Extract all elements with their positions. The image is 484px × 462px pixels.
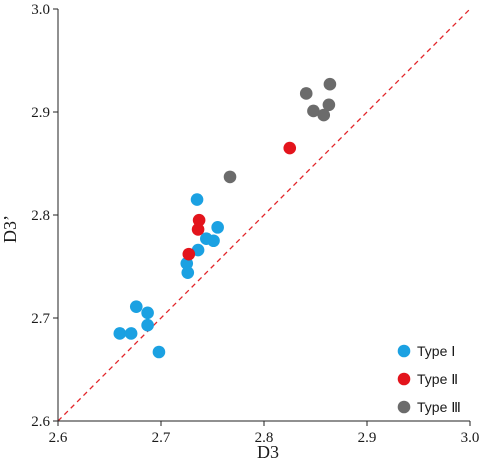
legend-marker-type-1 [397,344,411,358]
legend: Type Ⅰ Type Ⅱ Type Ⅲ [397,343,461,415]
x-tick-label: 2.9 [358,430,377,446]
x-tick-label: 2.7 [152,430,171,446]
reference-line-y-equals-x [57,8,471,422]
y-axis-title: D3’ [0,215,20,243]
y-tick-label: 2.8 [31,208,50,224]
data-point-type-1 [141,306,154,320]
data-point-type-1 [113,327,127,340]
data-point-type-1 [207,234,220,248]
data-point-type-1 [129,300,143,313]
legend-label-type-2: Type Ⅱ [417,371,458,387]
legend-marker-type-2 [397,372,411,386]
data-point-type-1 [124,327,138,340]
x-tick-label: 2.8 [255,430,274,446]
data-point-type-1 [190,193,204,206]
x-tick-label: 2.6 [49,430,68,446]
data-point-type-1 [211,221,224,234]
data-point-type-1 [181,266,195,279]
data-point-type-3 [307,104,320,118]
data-point-type-3 [323,77,337,91]
data-point-type-2 [283,141,297,155]
x-tick-label: 3.0 [461,430,480,446]
data-point-type-2 [191,223,205,236]
x-axis-title: D3 [257,442,279,462]
y-tick-label: 2.7 [31,311,50,327]
legend-marker-type-3 [397,400,411,414]
axes [53,8,471,426]
y-tick-label: 3.0 [31,2,50,18]
y-tick-label: 2.9 [31,105,50,121]
data-point-type-1 [141,318,154,332]
data-point-type-3 [322,98,336,112]
x-tick-labels: 2.6 2.7 2.8 2.9 3.0 [49,430,480,446]
legend-label-type-3: Type Ⅲ [417,399,461,415]
data-point-type-2 [182,247,196,261]
reference-line-layer [57,8,471,422]
y-tick-labels: 2.6 2.7 2.8 2.9 3.0 [31,2,50,430]
data-point-type-3 [317,108,331,122]
y-tick-label: 2.6 [31,414,50,430]
legend-label-type-1: Type Ⅰ [417,343,455,359]
data-points [113,77,337,359]
data-point-type-3 [299,87,313,100]
data-point-type-1 [152,345,166,359]
data-point-type-3 [223,170,237,184]
data-point-type-2 [192,213,206,227]
